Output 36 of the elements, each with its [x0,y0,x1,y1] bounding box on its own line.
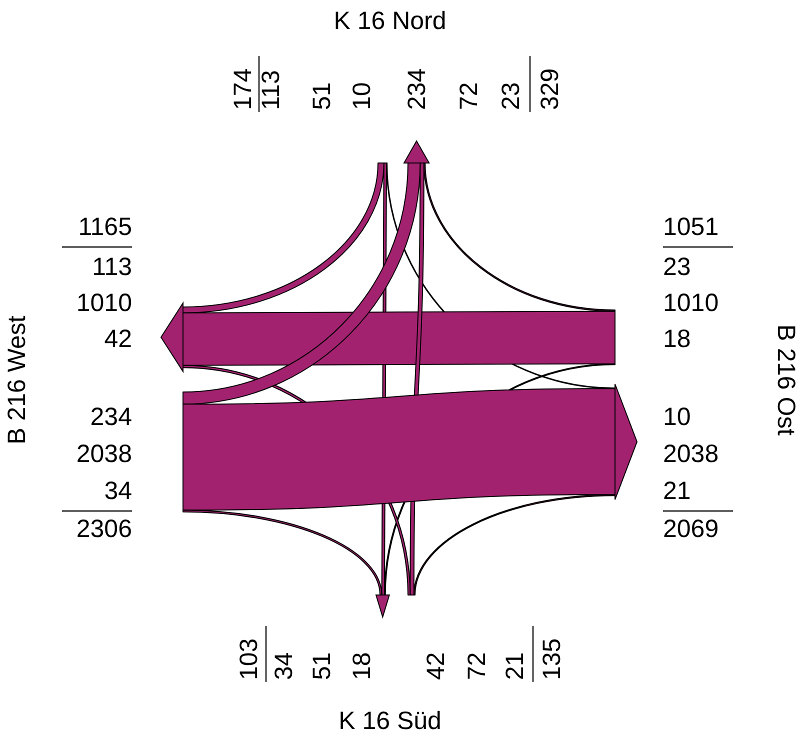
data-label: 21 [663,476,691,505]
category-label: K 16 Nord [334,6,446,35]
category-label: K 16 Süd [338,706,442,735]
data-label: 51 [308,652,336,680]
text: 135 [538,638,566,680]
text: 329 [536,68,564,110]
data-label: 234 [402,68,431,110]
data-label: 113 [92,252,132,281]
text: 113 [256,70,285,110]
category-label: B 216 West [2,316,31,444]
text: 174 [228,68,257,110]
text: 1165 [78,212,132,241]
data-label: 42 [104,324,132,353]
text: 2306 [76,514,132,543]
data-label: 18 [348,652,376,680]
text: 1051 [663,212,719,241]
text: 2038 [76,440,132,468]
text: 23 [663,252,691,281]
text: 103 [234,638,263,680]
text: 10 [348,82,376,110]
text: 21 [500,652,529,680]
text: 51 [308,82,336,110]
text: 1010 [663,288,719,317]
data-label: 1010 [76,288,132,317]
data-label: 10 [663,402,691,431]
data-label: 2038 [663,440,719,468]
text: 42 [422,652,450,680]
text: 2069 [663,514,719,543]
data-label: 34 [270,652,298,680]
category-label: B 216 Ost [772,324,800,436]
data-label: 23 [496,82,525,110]
text: 234 [90,402,132,431]
text: 18 [663,324,691,353]
text: 72 [462,652,491,680]
data-label: 72 [454,82,483,110]
text: 34 [104,476,132,505]
